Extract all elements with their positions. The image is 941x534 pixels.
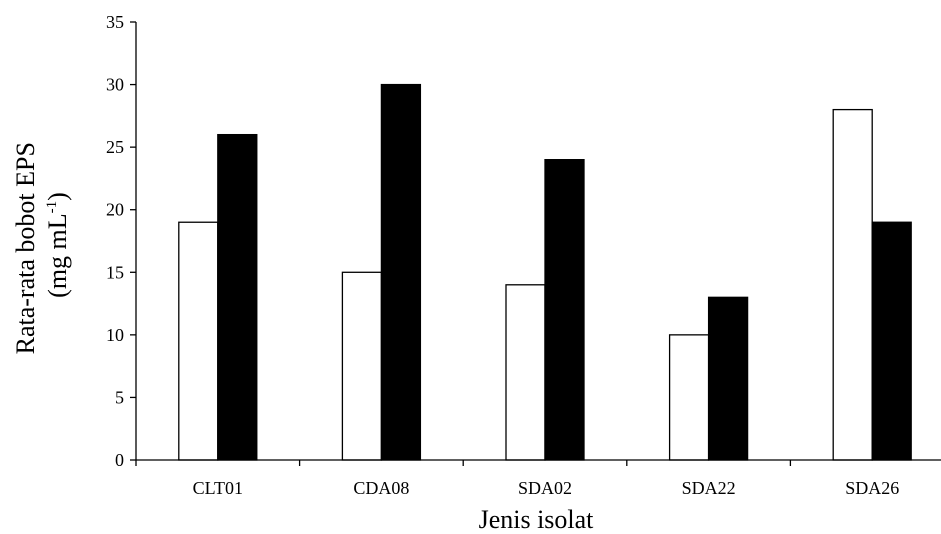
bar [544,159,585,461]
x-tick-label: CDA08 [353,478,409,498]
y-tick-label: 0 [115,450,124,470]
y-ticks-layer: 0 5 10 15 20 25 30 35 [106,12,136,470]
x-ticks-layer: CLT01 CDA08 SDA02 SDA22 SDA26 [135,460,899,498]
y-tick-label: 20 [106,200,124,220]
bar [832,108,873,461]
x-tick-label: CLT01 [193,478,243,498]
bar [217,133,258,461]
bar [380,83,422,461]
bar [668,334,710,461]
y-axis-title-line2: (mg mL [43,213,72,298]
bar [707,296,749,461]
x-tick-label: SDA02 [518,478,572,498]
y-tick-label: 35 [106,12,124,32]
y-tick-label: 15 [106,262,124,282]
y-tick-label: 10 [106,325,124,345]
x-axis-title: Jenis isolat [479,505,595,534]
bar [871,221,912,461]
axes-layer [135,22,941,461]
bar [505,284,546,461]
bar [178,221,219,461]
y-axis-title-line1: Rata-rata bobot EPS [11,142,40,354]
y-axis-title-superscript: -1 [44,201,60,214]
y-axis-title: Rata-rata bobot EPS (mg mL-1) [11,136,72,355]
y-tick-label: 25 [106,137,124,157]
bars-layer [178,83,912,461]
y-axis-title-line2-end: ) [43,192,72,201]
y-tick-label: 5 [115,387,124,407]
bar [341,271,383,461]
y-tick-label: 30 [106,75,124,95]
x-tick-label: SDA26 [845,478,899,498]
x-tick-label: SDA22 [682,478,736,498]
